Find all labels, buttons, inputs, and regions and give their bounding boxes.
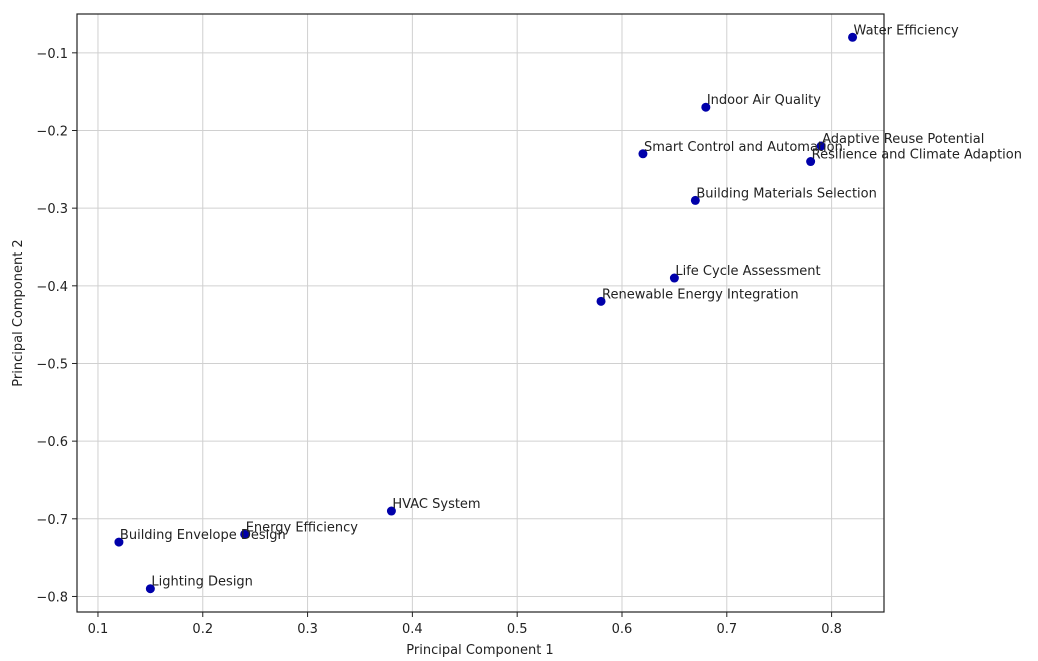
point-label: Indoor Air Quality	[707, 93, 821, 108]
point-label: Lighting Design	[151, 575, 253, 590]
data-point	[806, 157, 816, 167]
point-label: Building Envelope Design	[120, 528, 286, 543]
y-axis-label: Principal Component 2	[11, 239, 26, 386]
y-tick-label: −0.7	[36, 513, 68, 528]
x-tick-label: 0.1	[88, 622, 109, 637]
y-tick-label: −0.5	[36, 357, 68, 372]
data-point	[114, 537, 124, 547]
point-label: HVAC System	[392, 497, 480, 512]
data-point	[240, 529, 250, 539]
label-layer: Water Efficiency Indoor Air Quality Adapti…	[120, 23, 1022, 589]
tick-layer: 0.1 0.2 0.3 0.4 0.5 0.6 0.7 0.8 −0.1 −0.2 −0.3 −0.4…	[36, 47, 842, 637]
point-label: Water Efficiency	[854, 23, 959, 38]
y-tick-label: −0.3	[36, 202, 68, 217]
plot-frame	[76, 13, 885, 613]
point-label: Building Materials Selection	[696, 186, 877, 201]
grid-layer	[77, 14, 884, 612]
data-point	[145, 584, 155, 594]
x-tick-label: 0.5	[507, 622, 528, 637]
y-tick-label: −0.1	[36, 47, 68, 62]
x-tick-label: 0.2	[192, 622, 213, 637]
point-layer	[114, 32, 858, 594]
data-point	[701, 102, 711, 112]
point-label: Energy Efficiency	[246, 520, 359, 535]
x-tick-label: 0.7	[716, 622, 737, 637]
point-label: Resilience and Climate Adaption	[812, 148, 1022, 163]
x-tick-label: 0.3	[297, 622, 318, 637]
x-tick-label: 0.8	[821, 622, 842, 637]
data-point	[386, 506, 396, 516]
data-point	[638, 149, 648, 159]
x-tick-label: 0.4	[402, 622, 423, 637]
point-label: Adaptive Reuse Potential	[822, 132, 984, 147]
data-point	[690, 195, 700, 205]
data-point	[596, 296, 606, 306]
x-axis-label: Principal Component 1	[406, 643, 553, 657]
y-tick-label: −0.4	[36, 280, 68, 295]
x-tick-label: 0.6	[612, 622, 633, 637]
data-point	[669, 273, 679, 283]
point-label: Smart Control and Automation	[644, 140, 843, 155]
data-point	[848, 32, 858, 42]
point-label: Renewable Energy Integration	[602, 287, 799, 302]
y-tick-label: −0.8	[36, 590, 68, 605]
y-tick-label: −0.2	[36, 124, 68, 139]
data-point	[816, 141, 826, 151]
y-tick-label: −0.6	[36, 435, 68, 450]
point-label: Life Cycle Assessment	[675, 264, 820, 279]
